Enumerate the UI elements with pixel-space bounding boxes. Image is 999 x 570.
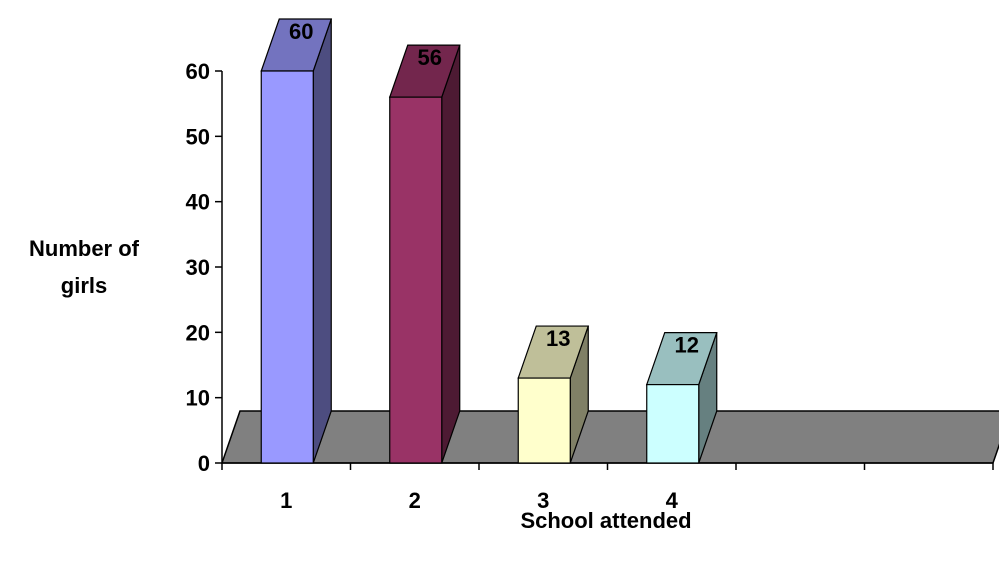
- y-tick-label: 30: [186, 255, 210, 280]
- y-tick-label: 40: [186, 190, 210, 215]
- label-layer: 60 56 13 12: [289, 19, 699, 358]
- bar-front-face: [646, 384, 700, 464]
- y-tick-label: 0: [198, 451, 210, 476]
- bar-data-label: 12: [675, 333, 699, 358]
- bar-data-label: 60: [289, 19, 313, 44]
- bar: [645, 332, 718, 464]
- bar-side-face: [312, 18, 332, 464]
- bar-data-label: 13: [546, 326, 570, 351]
- bar-front-face: [517, 377, 571, 464]
- y-axis-title-line-1: Number of: [29, 236, 140, 261]
- x-tick-label: 2: [409, 488, 421, 513]
- bar: [260, 18, 333, 464]
- bar-front-face: [260, 70, 314, 464]
- bar-front-face: [389, 96, 443, 464]
- x-tick-label: 1: [280, 488, 292, 513]
- y-tick-label: 50: [186, 124, 210, 149]
- bar: [388, 44, 461, 464]
- chart-floor-layer: [220, 410, 999, 464]
- y-tick-label: 10: [186, 386, 210, 411]
- bar-side-face: [441, 44, 461, 464]
- bar-data-label: 56: [418, 45, 442, 70]
- x-tick-label: 3: [537, 488, 549, 513]
- bar-layer: [260, 18, 718, 464]
- x-tick-label: 4: [666, 488, 679, 513]
- y-tick-label: 20: [186, 320, 210, 345]
- y-axis-title-line-2: girls: [61, 273, 107, 298]
- y-tick-label: 60: [186, 59, 210, 84]
- x-axis-title: School attended: [520, 508, 691, 533]
- chart-floor: [220, 410, 999, 464]
- bar: [517, 325, 590, 464]
